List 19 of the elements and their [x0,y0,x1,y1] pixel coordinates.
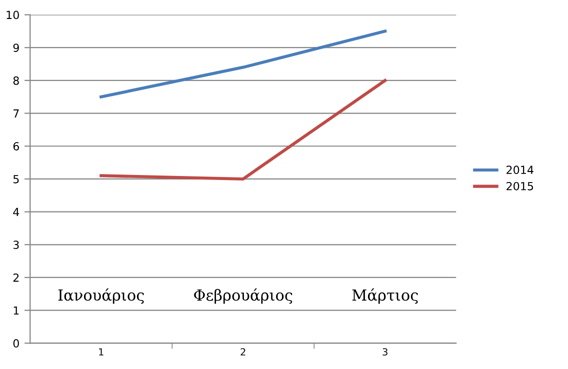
y-tick-label: 5 [13,175,19,184]
y-tick-label: 7 [14,109,19,118]
annotation: Φεβρουάριος [194,288,292,304]
y-tick-label: 1 [14,306,19,315]
x-tick-label: 3 [382,348,388,356]
legend-label: 2014 [506,166,534,174]
x-tick-label: 1 [99,348,104,356]
y-tick-label: 2 [13,273,19,282]
legend-label: 2015 [506,182,534,190]
y-tick-label: 9 [13,44,19,52]
annotation: Ιανουάριος [58,288,144,304]
y-tick-label: 8 [13,76,19,85]
y-tick-label: 10 [6,10,19,20]
y-tick-label: 6 [13,142,19,151]
annotation: Μάρτιος [352,288,418,304]
y-tick-label: 3 [13,240,19,250]
y-tick-label: 0 [13,339,19,348]
x-tick-label: 2 [240,348,246,356]
y-tick-label: 4 [13,208,20,216]
